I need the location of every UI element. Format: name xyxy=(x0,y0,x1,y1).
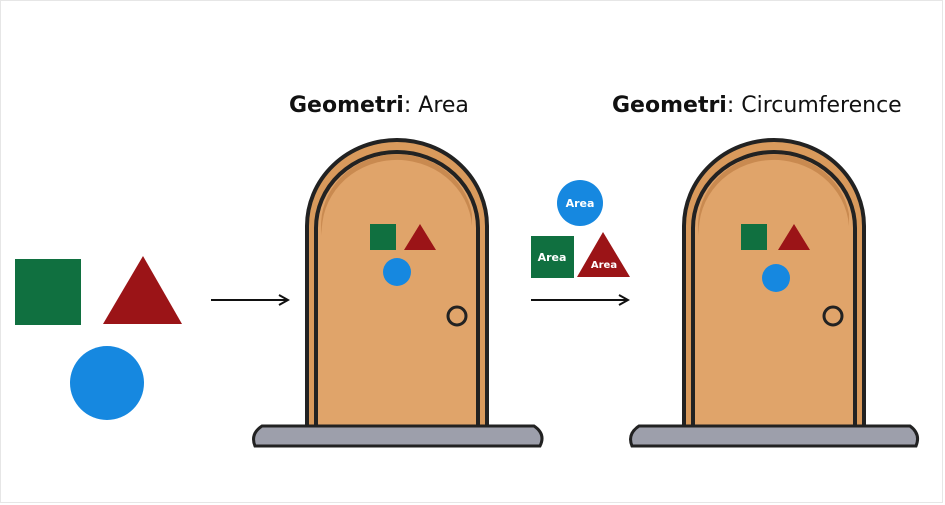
badge-square xyxy=(531,236,574,278)
red-triangle xyxy=(103,256,182,324)
badge-square-label: Area xyxy=(538,251,567,264)
title-circumference-bold: Geometri xyxy=(612,93,727,118)
title-circumference: Geometri: Circumference xyxy=(612,93,902,118)
door-circumference-step xyxy=(629,424,919,448)
badge-triangle xyxy=(577,232,630,277)
door-area-blue-circle xyxy=(383,258,411,286)
door-circumference xyxy=(629,138,919,448)
door-area-knob xyxy=(446,305,468,327)
title-area: Geometri: Area xyxy=(289,93,469,118)
badge-triangle-label: Area xyxy=(591,260,617,271)
badge-circle xyxy=(557,180,603,226)
door-area-red-triangle xyxy=(404,224,436,250)
door-circumference-blue-circle xyxy=(762,264,790,292)
green-square xyxy=(15,259,81,325)
door-circumference-green-square xyxy=(741,224,767,250)
door-area-green-square xyxy=(370,224,396,250)
title-area-bold: Geometri xyxy=(289,93,404,118)
title-circumference-rest: : Circumference xyxy=(727,93,902,118)
door-circumference-red-triangle xyxy=(778,224,810,250)
door-area xyxy=(252,138,544,448)
area-badges: Area Area Area xyxy=(531,180,630,278)
door-area-panel xyxy=(314,150,480,430)
door-area-step xyxy=(252,424,544,448)
badge-circle-label: Area xyxy=(566,197,595,210)
blue-circle xyxy=(70,346,144,420)
title-area-rest: : Area xyxy=(404,93,469,118)
door-circumference-knob xyxy=(822,305,844,327)
loose-shapes xyxy=(15,256,182,420)
